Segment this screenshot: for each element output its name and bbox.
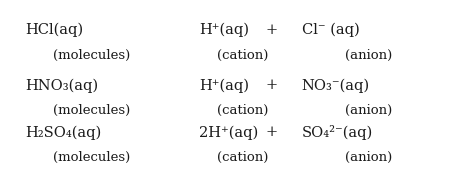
Text: (anion): (anion) [345,49,392,62]
Text: H⁺(aq): H⁺(aq) [199,23,249,37]
Text: (molecules): (molecules) [53,151,130,164]
Text: (cation): (cation) [217,104,268,117]
Text: (anion): (anion) [345,151,392,164]
Text: +: + [266,23,278,37]
Text: SO₄²⁻(aq): SO₄²⁻(aq) [302,125,373,140]
Text: NO₃⁻(aq): NO₃⁻(aq) [302,78,370,93]
Text: (cation): (cation) [217,49,268,62]
Text: (cation): (cation) [217,151,268,164]
Text: HCl(aq): HCl(aq) [25,23,83,37]
Text: 2H⁺(aq): 2H⁺(aq) [199,125,258,140]
Text: HNO₃(aq): HNO₃(aq) [25,78,98,93]
Text: Cl⁻ (aq): Cl⁻ (aq) [302,23,359,37]
Text: +: + [266,125,278,139]
Text: (molecules): (molecules) [53,49,130,62]
Text: H₂SO₄(aq): H₂SO₄(aq) [25,125,101,140]
Text: H⁺(aq): H⁺(aq) [199,78,249,93]
Text: +: + [266,78,278,92]
Text: (anion): (anion) [345,104,392,117]
Text: (molecules): (molecules) [53,104,130,117]
